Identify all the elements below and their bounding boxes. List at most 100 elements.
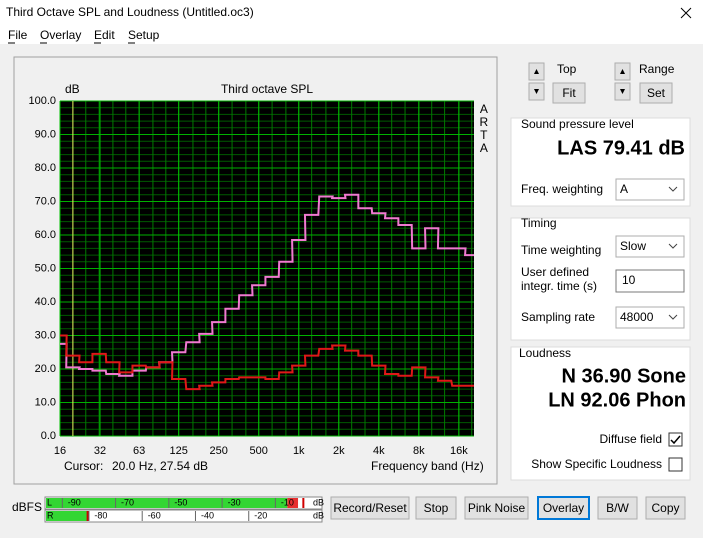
group-title: Timing: [521, 216, 557, 230]
x-tick-label: 500: [250, 445, 268, 457]
y-tick-label: 30.0: [35, 329, 56, 341]
button-label: Record/Reset: [333, 501, 407, 515]
x-tick-label: 16: [54, 445, 66, 457]
menu-item[interactable]: Edit: [94, 28, 115, 42]
set-button[interactable]: [639, 82, 673, 104]
y-tick-label: 70.0: [35, 195, 56, 207]
meter-channel: R: [47, 510, 54, 520]
meter-level: [46, 498, 288, 508]
button-label: Pink Noise: [468, 501, 526, 515]
button-label: Copy: [651, 501, 679, 515]
x-tick-label: 32: [94, 445, 106, 457]
menu-item[interactable]: Overlay: [40, 28, 81, 42]
checkbox[interactable]: [668, 432, 683, 447]
sampling-rate-select-value: 48000: [620, 310, 654, 324]
checkbox-label: Diffuse field: [600, 432, 662, 446]
title-bar: [0, 0, 703, 44]
meter-level: [46, 511, 88, 521]
sampling-rate-select[interactable]: [615, 306, 685, 329]
series-line: [60, 193, 474, 377]
integr-input[interactable]: [615, 269, 685, 293]
button[interactable]: [330, 496, 410, 520]
y-tick-label: 40.0: [35, 296, 56, 308]
freq-weighting-select[interactable]: [615, 178, 685, 201]
button-label: Overlay: [543, 501, 584, 515]
button[interactable]: [464, 496, 529, 520]
window-title: Third Octave SPL and Loudness (Untitled.…: [6, 5, 254, 19]
checkmark: [670, 435, 681, 445]
x-tick-label: 1k: [293, 445, 305, 457]
y-tick-label: 0.0: [41, 430, 56, 442]
meter-tick-label: -40: [201, 510, 214, 520]
loudness-n: N 36.90 Sone: [561, 365, 686, 387]
meter-tick-label: -90: [68, 497, 81, 507]
y-tick-label: 50.0: [35, 262, 56, 274]
button-label: Stop: [424, 501, 449, 515]
y-tick-label: 10.0: [35, 396, 56, 408]
checkbox-label: Show Specific Loudness: [531, 457, 662, 471]
field-label: User defined: [521, 265, 589, 279]
meter-level-red: [287, 498, 299, 508]
time-weighting-select[interactable]: [615, 235, 685, 258]
x-tick-label: 2k: [333, 445, 345, 457]
meter-channel: L: [47, 497, 52, 507]
time-weighting-select-value: Slow: [620, 239, 646, 253]
y-tick-label: 100.0: [28, 95, 56, 107]
button[interactable]: [645, 496, 686, 520]
top-label: Top: [557, 62, 577, 76]
menu-item[interactable]: Setup: [128, 28, 160, 42]
y-tick-label: 60.0: [35, 229, 56, 241]
x-tick-label: 4k: [373, 445, 385, 457]
time-weighting-select-arrow: [668, 243, 678, 249]
spin-arrow: [620, 89, 625, 94]
field-label: Time weighting: [521, 243, 601, 257]
field-label: Freq. weighting: [521, 182, 603, 196]
meter-label: dBFS: [12, 500, 42, 514]
side-label: ARTA: [477, 102, 491, 154]
x-axis-label: Frequency band (Hz): [371, 459, 484, 473]
x-tick-label: 250: [210, 445, 228, 457]
fit-button[interactable]: [552, 82, 586, 104]
loudness-group: [510, 346, 691, 481]
button[interactable]: [597, 496, 638, 520]
spin-arrow: [534, 89, 539, 94]
meter-row: [44, 509, 323, 523]
freq-weighting-select-arrow: [668, 186, 678, 192]
x-tick-label: 125: [170, 445, 188, 457]
freq-weighting-select-value: A: [620, 182, 628, 196]
spin-arrow: [534, 69, 539, 74]
group-title: Sound pressure level: [521, 117, 634, 131]
fit-button-label: Fit: [562, 86, 576, 100]
y-tick-label: 80.0: [35, 162, 56, 174]
menu-item[interactable]: File: [8, 28, 28, 42]
spin-arrow: [620, 69, 625, 74]
button[interactable]: [415, 496, 457, 520]
field-label: Sampling rate: [521, 310, 595, 324]
checkbox[interactable]: [668, 457, 683, 472]
integr-value: 10: [622, 273, 636, 287]
meter-unit: dB: [313, 510, 324, 520]
x-tick-label: 8k: [413, 445, 425, 457]
meter-tick-label: -60: [148, 510, 161, 520]
field-label: integr. time (s): [521, 279, 597, 293]
meter-unit: dB: [313, 497, 324, 507]
cursor-label: Cursor:: [64, 459, 103, 473]
series-line: [60, 334, 474, 391]
y-tick-label: 20.0: [35, 363, 56, 375]
meter-tick-label: -80: [94, 510, 107, 520]
sampling-rate-select-arrow: [668, 314, 678, 320]
meter-tick-label: -50: [174, 497, 187, 507]
meter-tick-label: -20: [254, 510, 267, 520]
range-label: Range: [639, 62, 675, 76]
meter-tick-label: -70: [121, 497, 134, 507]
close-button[interactable]: [680, 7, 692, 19]
meter-tick-label: -10: [281, 497, 294, 507]
y-tick-label: 90.0: [35, 128, 56, 140]
y-axis-label: dB: [65, 82, 80, 96]
button-label: B/W: [606, 501, 629, 515]
x-tick-label: 16k: [450, 445, 468, 457]
spl-reading: LAS 79.41 dB: [557, 137, 685, 159]
button[interactable]: [537, 496, 590, 520]
